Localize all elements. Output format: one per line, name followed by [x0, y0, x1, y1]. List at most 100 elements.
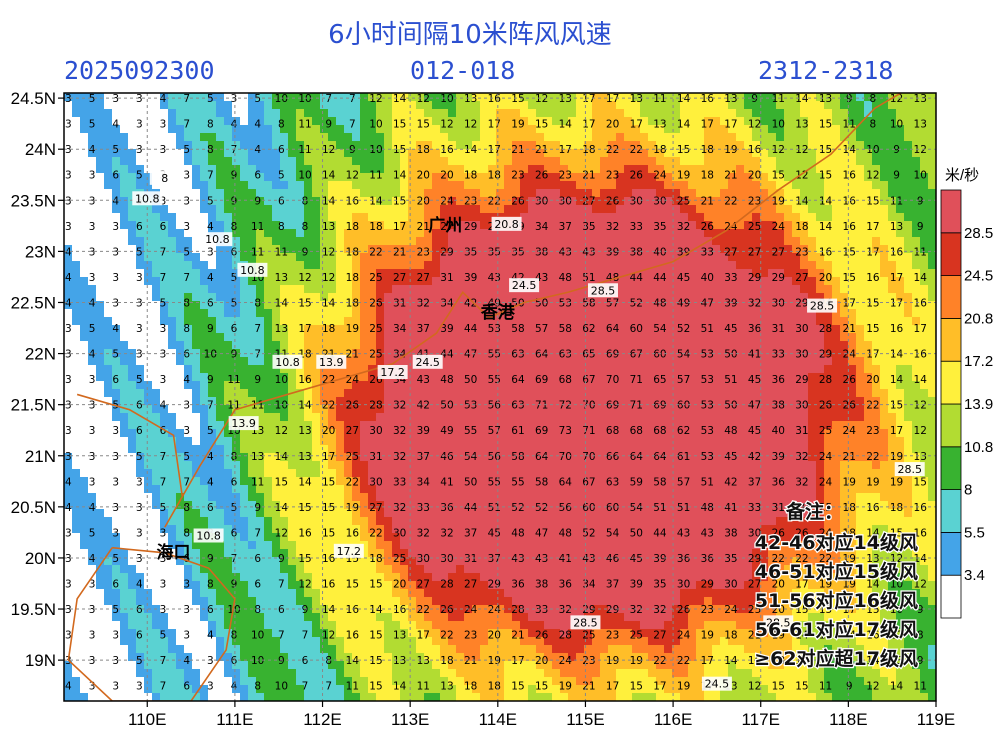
gust-value: 53: [701, 425, 714, 437]
gust-value: 18: [440, 655, 453, 667]
gust-value: 9: [917, 604, 924, 616]
gust-value: 11: [298, 144, 311, 156]
gust-value: 63: [606, 476, 619, 488]
gust-value: 15: [795, 681, 808, 693]
gust-value: 70: [559, 451, 572, 463]
gust-value: 29: [606, 604, 619, 616]
gust-value: 24: [440, 195, 454, 207]
gust-value: 13: [795, 119, 808, 131]
gust-value: 52: [582, 527, 595, 539]
gust-value: 47: [535, 527, 548, 539]
gust-value: 3: [160, 578, 167, 590]
gust-value: 16: [748, 144, 762, 156]
gust-value: 3: [136, 527, 143, 539]
gust-value: 9: [917, 221, 924, 233]
gust-value: 14: [369, 604, 383, 616]
contour-label-bg: [763, 615, 794, 630]
gust-value: 8: [207, 119, 214, 131]
gust-value: 34: [582, 578, 596, 590]
gust-value: 23: [701, 604, 714, 616]
gust-value: 13: [440, 681, 453, 693]
gust-value: 7: [231, 144, 238, 156]
colorbar-label: 8: [964, 482, 972, 499]
gust-value: 15: [772, 681, 785, 693]
gust-value: 4: [89, 349, 96, 361]
gust-value: 27: [440, 221, 453, 233]
gust-value: 8: [302, 195, 309, 207]
gust-value: 7: [160, 246, 167, 258]
gust-value: 3: [112, 476, 119, 488]
gust-value: 32: [606, 221, 619, 233]
gust-value: 15: [393, 144, 406, 156]
gust-value: 68: [630, 425, 643, 437]
gust-value: 3: [89, 221, 96, 233]
gust-value: 10: [275, 93, 288, 105]
gust-value: 6: [160, 425, 167, 437]
gust-value: 30: [369, 476, 382, 488]
gust-value: 17: [866, 246, 879, 258]
gust-value: 22: [488, 195, 501, 207]
gust-value: 3: [65, 527, 72, 539]
gust-value: 37: [417, 323, 430, 335]
gust-value: 22: [677, 655, 690, 667]
gust-value: 46: [606, 553, 620, 565]
gust-value: 50: [464, 374, 477, 386]
gust-value: 11: [843, 119, 856, 131]
gust-value: 12: [748, 119, 761, 131]
gust-value: 6: [231, 246, 238, 258]
gust-value: 5: [89, 119, 96, 131]
gust-value: 21: [511, 144, 524, 156]
gust-value: 27: [464, 578, 477, 590]
gust-value: 12: [795, 170, 808, 182]
gust-value: 9: [302, 604, 309, 616]
gust-value: 69: [606, 400, 619, 412]
gust-value: 21: [346, 349, 359, 361]
gust-value: 43: [582, 246, 595, 258]
notes-title: 备注：: [785, 500, 843, 523]
gust-value: 5: [207, 425, 214, 437]
gust-value: 15: [890, 527, 903, 539]
gust-value: 26: [772, 527, 786, 539]
contour-label: 10.8: [240, 264, 265, 277]
gust-value: 13: [275, 323, 288, 335]
gust-value: 19: [346, 502, 359, 514]
gust-value: 9: [231, 170, 238, 182]
gust-value: 44: [464, 502, 478, 514]
gust-value: 32: [795, 476, 808, 488]
gust-value: 18: [346, 246, 359, 258]
gust-value: 16: [346, 630, 360, 642]
gust-value: 26: [535, 630, 549, 642]
gust-value: 3: [112, 425, 119, 437]
gust-value: 52: [511, 502, 524, 514]
gust-value: 22: [795, 553, 808, 565]
gust-value: 18: [488, 681, 501, 693]
colorbar-segment: [940, 317, 962, 362]
gust-value: 4: [89, 553, 96, 565]
colorbar-segment: [940, 532, 962, 576]
gust-value: 27: [369, 502, 382, 514]
gust-value: 9: [349, 144, 356, 156]
gust-value: 53: [701, 400, 714, 412]
gust-value: 41: [724, 502, 737, 514]
gust-value: 12: [748, 681, 761, 693]
gust-value: 7: [349, 119, 356, 131]
gust-value: 3: [65, 349, 72, 361]
gust-value: 69: [535, 374, 548, 386]
gust-value: 29: [464, 221, 477, 233]
gust-value: 4: [112, 323, 119, 335]
gust-value: 69: [653, 400, 666, 412]
gust-value: 10: [204, 349, 217, 361]
gust-value: 29: [795, 374, 808, 386]
gust-value: 3: [65, 578, 72, 590]
gust-value: 34: [440, 297, 454, 309]
gust-value: 26: [606, 195, 620, 207]
gust-value: 9: [278, 655, 285, 667]
city-label: 海口: [157, 542, 191, 563]
gust-value: 17: [559, 144, 572, 156]
gust-value: 13: [890, 655, 903, 667]
gust-value: 8: [870, 93, 877, 105]
gust-value: 12: [322, 144, 335, 156]
gust-value: 11: [417, 681, 430, 693]
gust-value: 41: [748, 349, 761, 361]
gust-value: 19: [843, 578, 856, 590]
